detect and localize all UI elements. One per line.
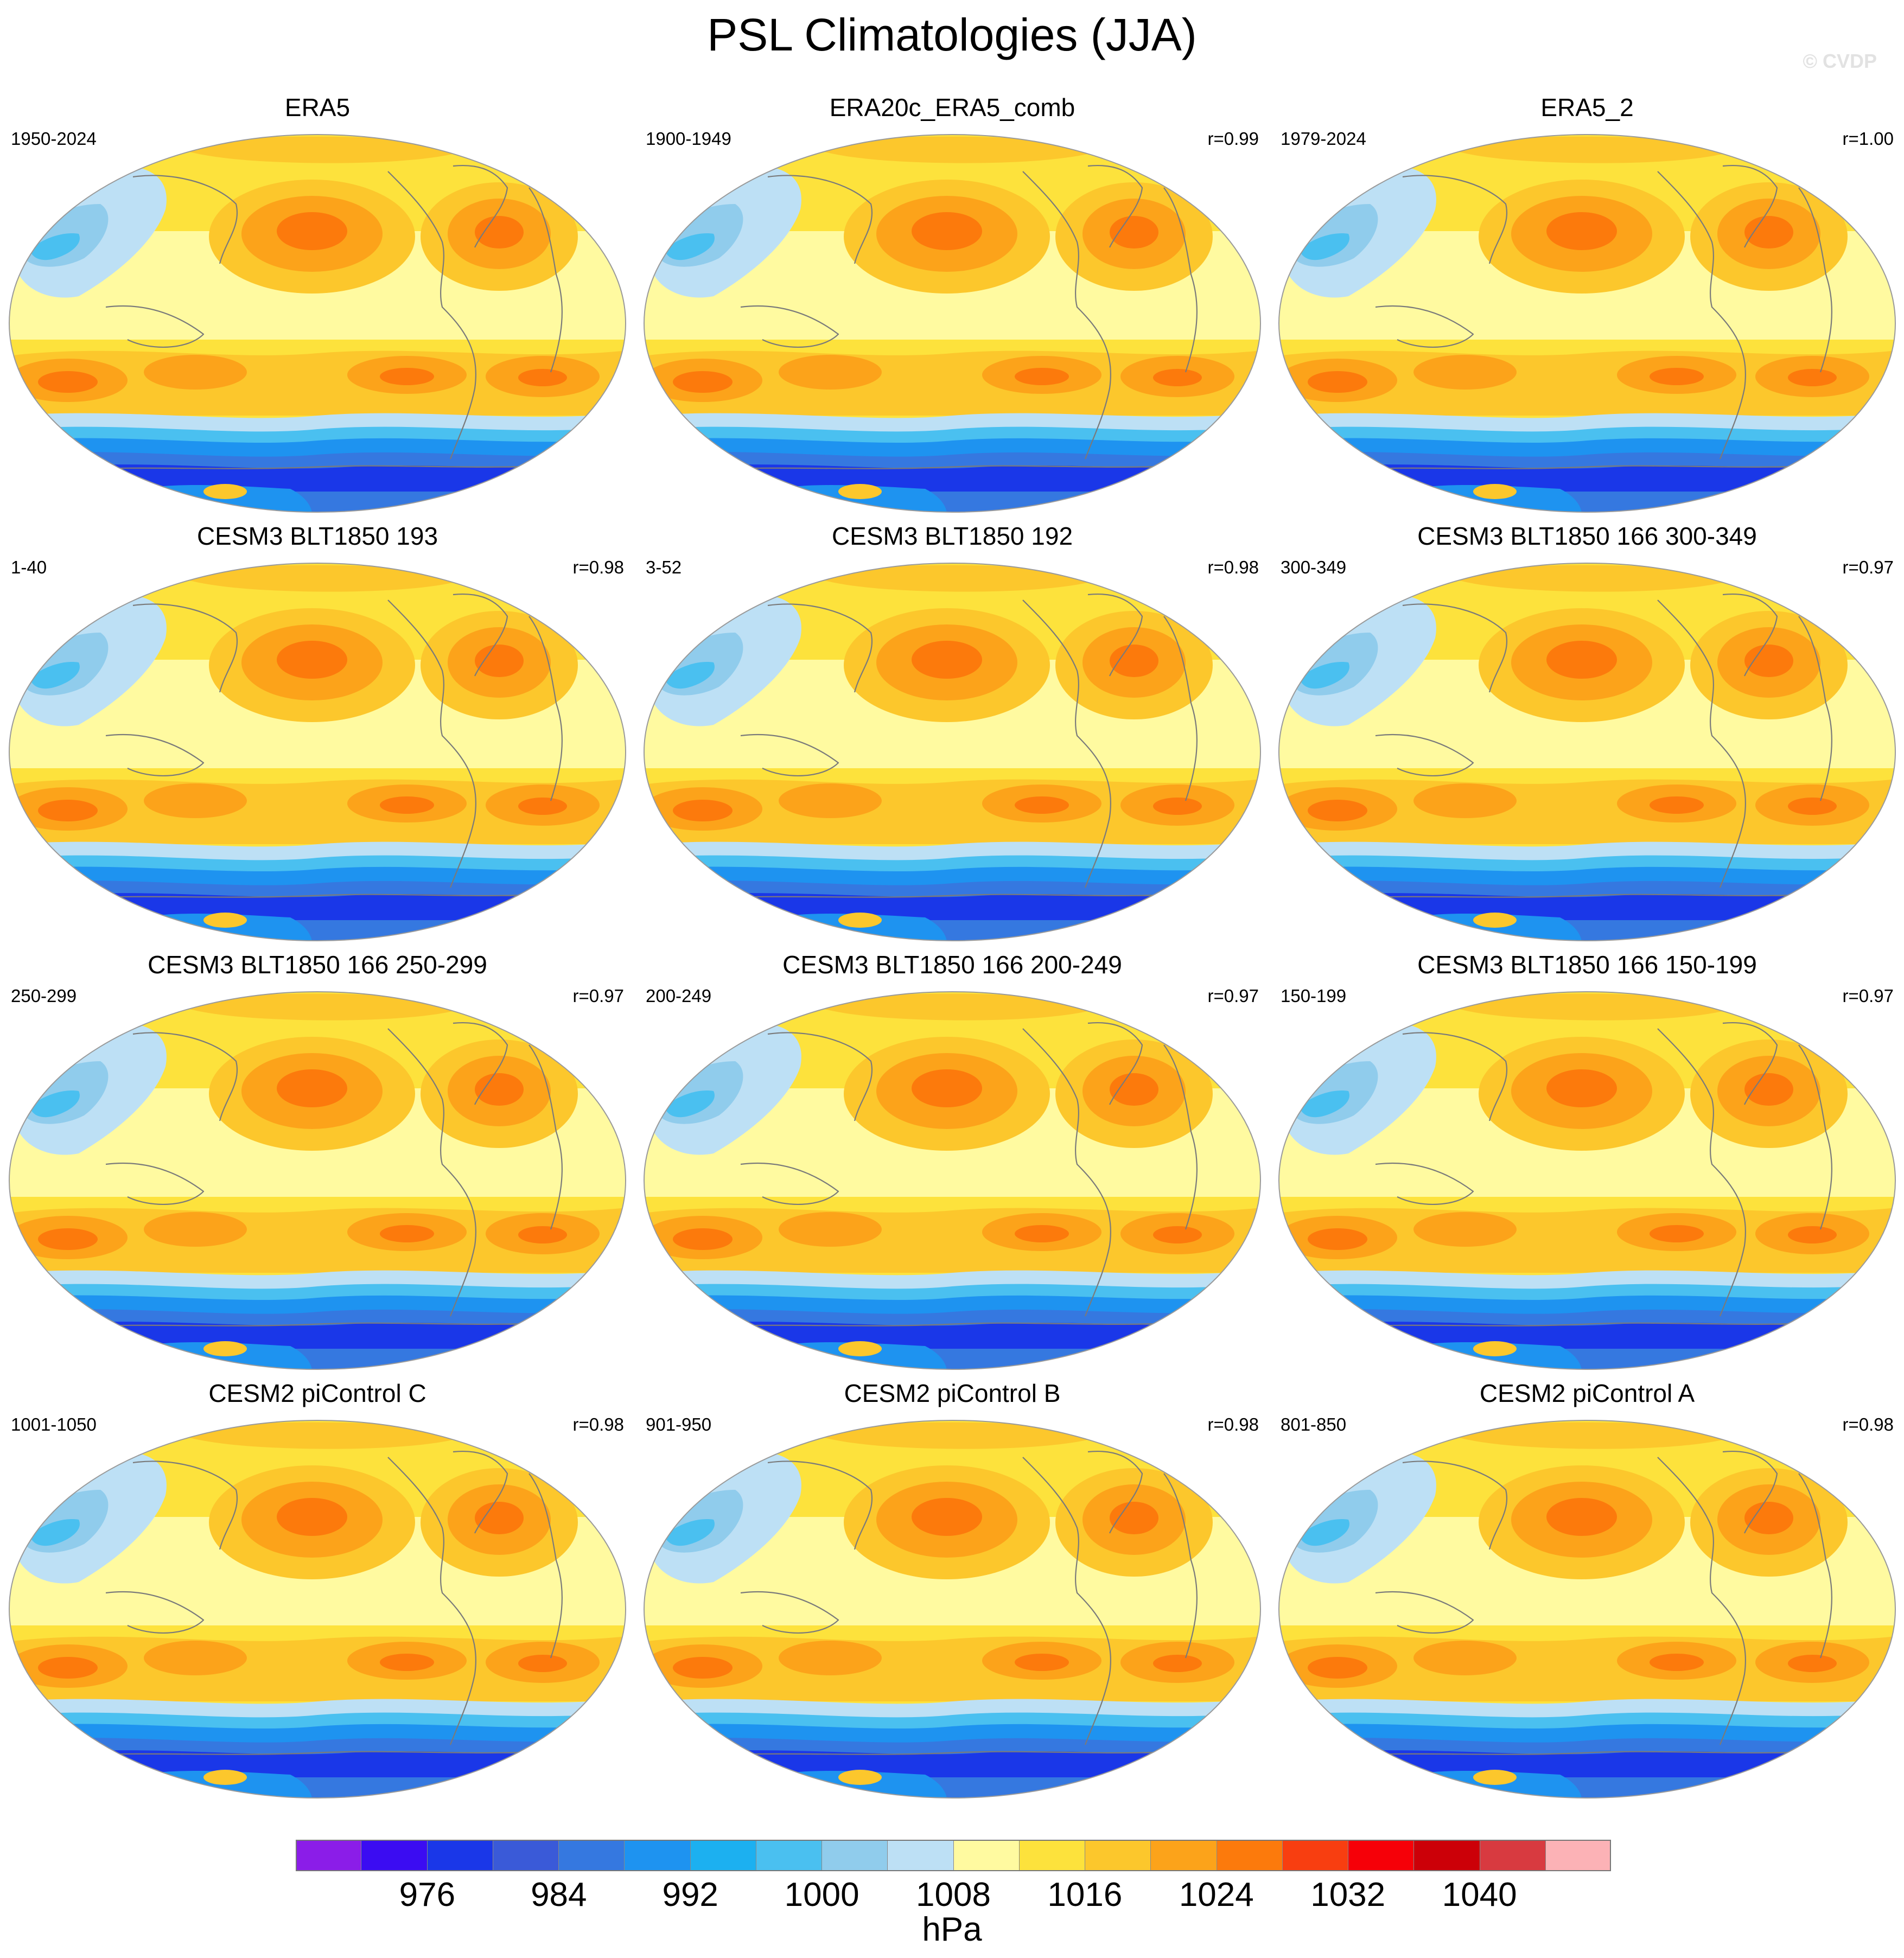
colorbar-box [559,1840,625,1871]
map-panel: CESM3 BLT1850 192 3-52 r=0.98 [635,520,1270,948]
panel-title: CESM3 BLT1850 166 150-199 [1417,951,1757,979]
colorbar-box [296,1840,362,1871]
panel-correlation: r=0.98 [1207,1414,1259,1434]
colorbar-box [1151,1840,1217,1871]
map-panel: CESM3 BLT1850 193 1-40 r=0.98 [0,520,635,948]
panel-correlation: r=0.97 [572,986,625,1006]
panel-correlation: r=0.97 [1842,557,1894,577]
panel-title: ERA20c_ERA5_comb [829,93,1075,122]
panel-years: 150-199 [1281,986,1347,1006]
panel-title: CESM3 BLT1850 166 300-349 [1417,522,1757,550]
colorbar-box [1019,1840,1085,1871]
panel-correlation: r=0.97 [1842,986,1894,1006]
panel-title: CESM2 piControl C [208,1379,426,1407]
psl-map [1278,991,1896,1370]
psl-map [9,563,626,941]
colorbar-box [1348,1840,1415,1871]
psl-map [644,134,1261,513]
psl-map [1278,134,1896,513]
psl-map [9,991,626,1370]
panel-years: 1-40 [11,557,47,577]
map-panel: CESM3 BLT1850 166 300-349 300-349 r=0.97 [1270,520,1904,948]
colorbar-box [427,1840,493,1871]
panel-years: 801-850 [1281,1414,1347,1434]
watermark: © CVDP [1803,50,1877,72]
colorbar-tick-label: 1024 [1179,1876,1254,1914]
panel-years: 1950-2024 [11,129,97,149]
map-panel: CESM3 BLT1850 166 250-299 250-299 r=0.97 [0,948,635,1377]
colorbar-tick-label: 1000 [784,1876,859,1914]
panel-years: 200-249 [646,986,712,1006]
map-panel: ERA20c_ERA5_comb 1900-1949 r=0.99 [635,91,1270,520]
psl-map [1278,1420,1896,1798]
panel-correlation: r=0.99 [1207,129,1259,149]
panel-years: 1900-1949 [646,129,731,149]
map-panel: CESM2 piControl B 901-950 r=0.98 [635,1377,1270,1806]
colorbar-box [953,1840,1020,1871]
colorbar-tick-label: 992 [662,1876,718,1914]
panel-title: CESM2 piControl B [844,1379,1061,1407]
panel-title: CESM2 piControl A [1479,1379,1695,1407]
panel-title: CESM3 BLT1850 192 [831,522,1073,550]
colorbar-tick-label: 976 [399,1876,456,1914]
panel-title: ERA5 [284,93,351,122]
figure-title: PSL Climatologies (JJA) [707,9,1197,60]
colorbar-box [1414,1840,1480,1871]
panel-correlation: r=0.98 [572,1414,625,1434]
colorbar-tick-label: 984 [531,1876,587,1914]
map-panel: ERA5_2 1979-2024 r=1.00 [1270,91,1904,520]
colorbar-tick-label: 1008 [916,1876,991,1914]
colorbar-box [493,1840,559,1871]
panel-title: ERA5_2 [1540,93,1634,122]
map-panel: CESM2 piControl A 801-850 r=0.98 [1270,1377,1904,1806]
colorbar-units: hPa [922,1911,982,1948]
panel-years: 300-349 [1281,557,1347,577]
colorbar-box [1545,1840,1611,1871]
panel-years: 3-52 [646,557,682,577]
panel-correlation: r=0.98 [1207,557,1259,577]
psl-map [9,1420,626,1798]
panel-correlation: r=0.97 [1207,986,1259,1006]
colorbar-tick-label: 1032 [1310,1876,1386,1914]
panel-title: CESM3 BLT1850 166 250-299 [148,951,487,979]
colorbar-box [1217,1840,1283,1871]
colorbar-box [625,1840,691,1871]
panel-years: 250-299 [11,986,77,1006]
colorbar-box [822,1840,888,1871]
map-panel: CESM3 BLT1850 166 150-199 150-199 r=0.97 [1270,948,1904,1377]
panel-correlation: r=1.00 [1842,129,1894,149]
psl-map [644,991,1261,1370]
colorbar-tick-label: 1040 [1442,1876,1517,1914]
panel-correlation: r=0.98 [572,557,625,577]
panel-years: 1979-2024 [1281,129,1366,149]
colorbar [296,1840,1611,1871]
colorbar-box [1480,1840,1546,1871]
psl-map [644,1420,1261,1798]
psl-map [9,134,626,513]
panel-title: CESM3 BLT1850 166 200-249 [782,951,1122,979]
panel-correlation: r=0.98 [1842,1414,1894,1434]
panel-years: 1001-1050 [11,1414,97,1434]
colorbar-box [888,1840,954,1871]
colorbar-box [361,1840,428,1871]
colorbar-box [756,1840,822,1871]
colorbar-box [690,1840,756,1871]
panel-title: CESM3 BLT1850 193 [196,522,438,550]
map-panel: CESM3 BLT1850 166 200-249 200-249 r=0.97 [635,948,1270,1377]
panel-years: 901-950 [646,1414,712,1434]
colorbar-box [1282,1840,1348,1871]
map-panel: CESM2 piControl C 1001-1050 r=0.98 [0,1377,635,1806]
psl-map [1278,563,1896,941]
colorbar-tick-label: 1016 [1047,1876,1123,1914]
psl-map [644,563,1261,941]
colorbar-box [1085,1840,1151,1871]
map-panel: ERA5 1950-2024 [0,91,635,520]
